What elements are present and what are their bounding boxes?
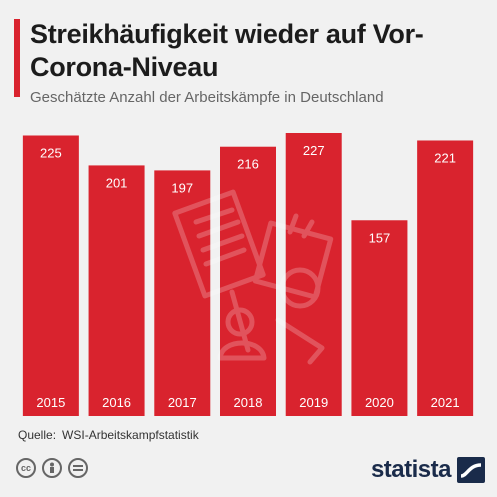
statista-brand[interactable]: statista [371, 456, 485, 484]
bar-2016 [88, 165, 145, 416]
category-label-2020: 2020 [365, 395, 394, 410]
cc-icon[interactable]: cc [16, 458, 36, 478]
source-text: WSI-Arbeitskampfstatistik [62, 428, 199, 442]
bar-2021 [417, 140, 474, 417]
bar-2020 [351, 220, 408, 416]
bar-2015 [22, 135, 79, 416]
bar-2019 [285, 133, 342, 416]
strike-sign-watermark-icon [172, 189, 334, 365]
person-icon[interactable] [42, 458, 62, 478]
category-label-2021: 2021 [431, 395, 460, 410]
chart-subtitle: Geschätzte Anzahl der Arbeitskämpfe in D… [30, 89, 384, 106]
bars-group: 225 2015 201 2016 197 2017 216 2018 227 2019 157 20… [22, 133, 474, 417]
license-icons: cc [16, 458, 88, 478]
chart-title: Streikhäufigkeit wieder auf Vor-Corona-N… [30, 19, 424, 82]
value-label-2015: 225 [40, 145, 62, 160]
value-label-2021: 221 [434, 150, 456, 165]
category-label-2019: 2019 [299, 395, 328, 410]
equal-icon[interactable] [68, 458, 88, 478]
value-label-2018: 216 [237, 157, 259, 172]
category-label-2015: 2015 [36, 395, 65, 410]
brand-name: statista [370, 456, 452, 483]
value-label-2017: 197 [171, 180, 193, 195]
title-accent-bar [14, 19, 20, 97]
value-label-2019: 227 [303, 143, 325, 158]
category-label-2017: 2017 [168, 395, 197, 410]
value-label-2020: 157 [369, 230, 391, 245]
source-line: Quelle: WSI-Arbeitskampfstatistik [18, 428, 199, 442]
source-label: Quelle: [18, 428, 57, 442]
value-label-2016: 201 [106, 175, 128, 190]
bar-2018 [220, 146, 276, 416]
statista-logo-icon [457, 457, 485, 483]
category-label-2016: 2016 [102, 395, 131, 410]
bar-2017 [154, 170, 211, 416]
category-label-2018: 2018 [234, 395, 263, 410]
